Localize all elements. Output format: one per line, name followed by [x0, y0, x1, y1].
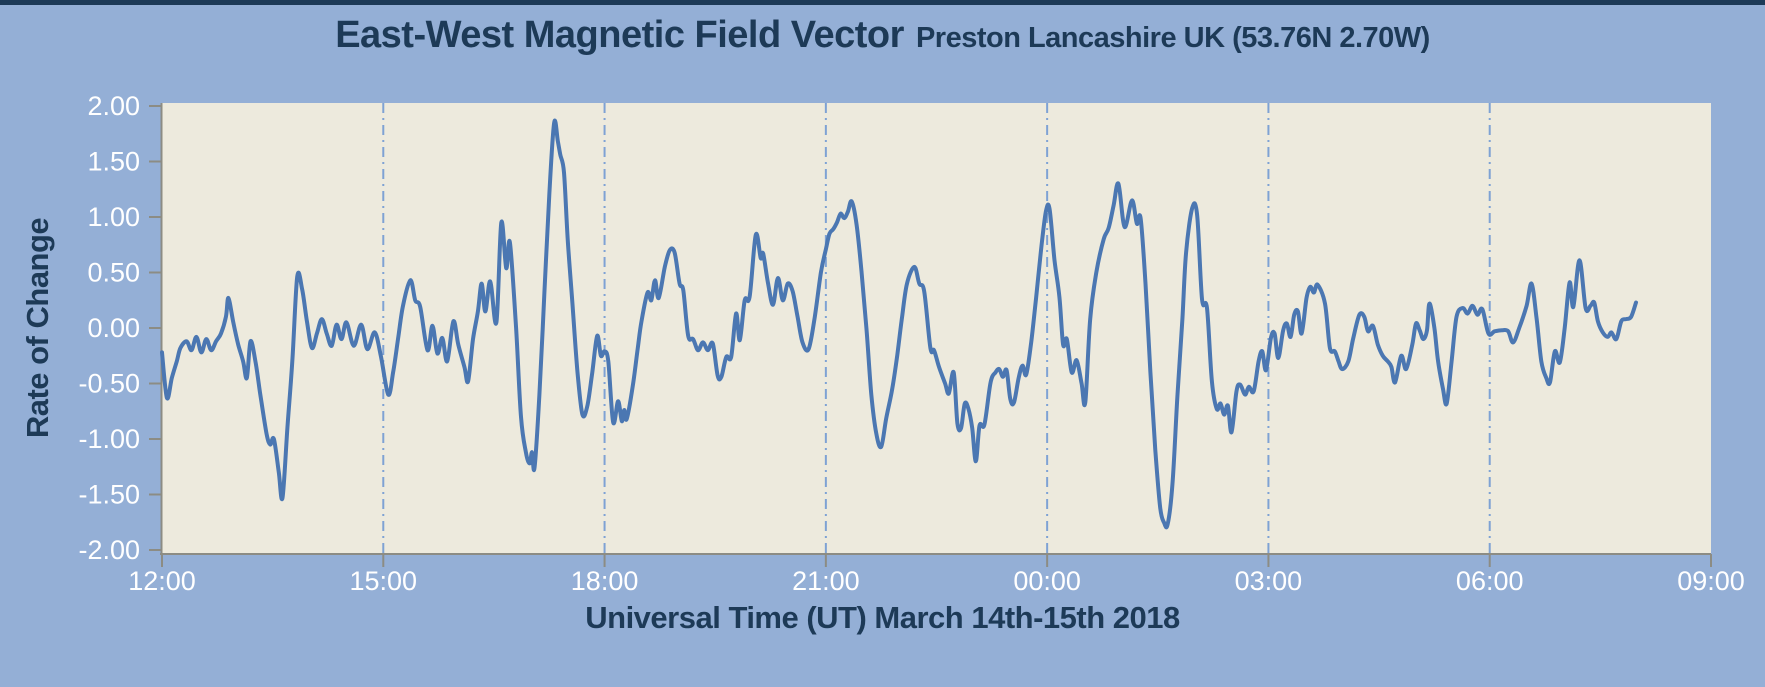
x-tick-label: 18:00 [571, 566, 639, 596]
data-line [160, 118, 1638, 530]
y-tick-label: -1.00 [78, 424, 140, 454]
x-tick-label: 06:00 [1456, 566, 1524, 596]
y-tick-label: -1.50 [78, 480, 140, 510]
y-tick-label: 2.00 [87, 91, 140, 121]
x-tick-label: 21:00 [792, 566, 860, 596]
plot-area-background [162, 103, 1711, 554]
x-axis-title: Universal Time (UT) March 14th-15th 2018 [585, 600, 1180, 635]
x-tick-label: 12:00 [128, 566, 196, 596]
x-tick-label: 03:00 [1235, 566, 1303, 596]
chart-subtitle: Preston Lancashire UK (53.76N 2.70W) [915, 22, 1430, 54]
x-tick-label: 00:00 [1013, 566, 1081, 596]
chart-title-block: East-West Magnetic Field Vector Preston … [0, 14, 1765, 57]
top-border-bar [0, 0, 1765, 5]
y-tick-label: -0.50 [78, 369, 140, 399]
y-tick-label: 1.00 [87, 202, 140, 232]
y-tick-label: 0.00 [87, 313, 140, 343]
chart-title: East-West Magnetic Field Vector [335, 14, 904, 56]
y-tick-label: 0.50 [87, 258, 140, 288]
x-tick-label: 09:00 [1677, 566, 1745, 596]
y-tick-label: -2.00 [78, 535, 140, 565]
x-tick-label: 15:00 [349, 566, 417, 596]
y-tick-label: 1.50 [87, 147, 140, 177]
